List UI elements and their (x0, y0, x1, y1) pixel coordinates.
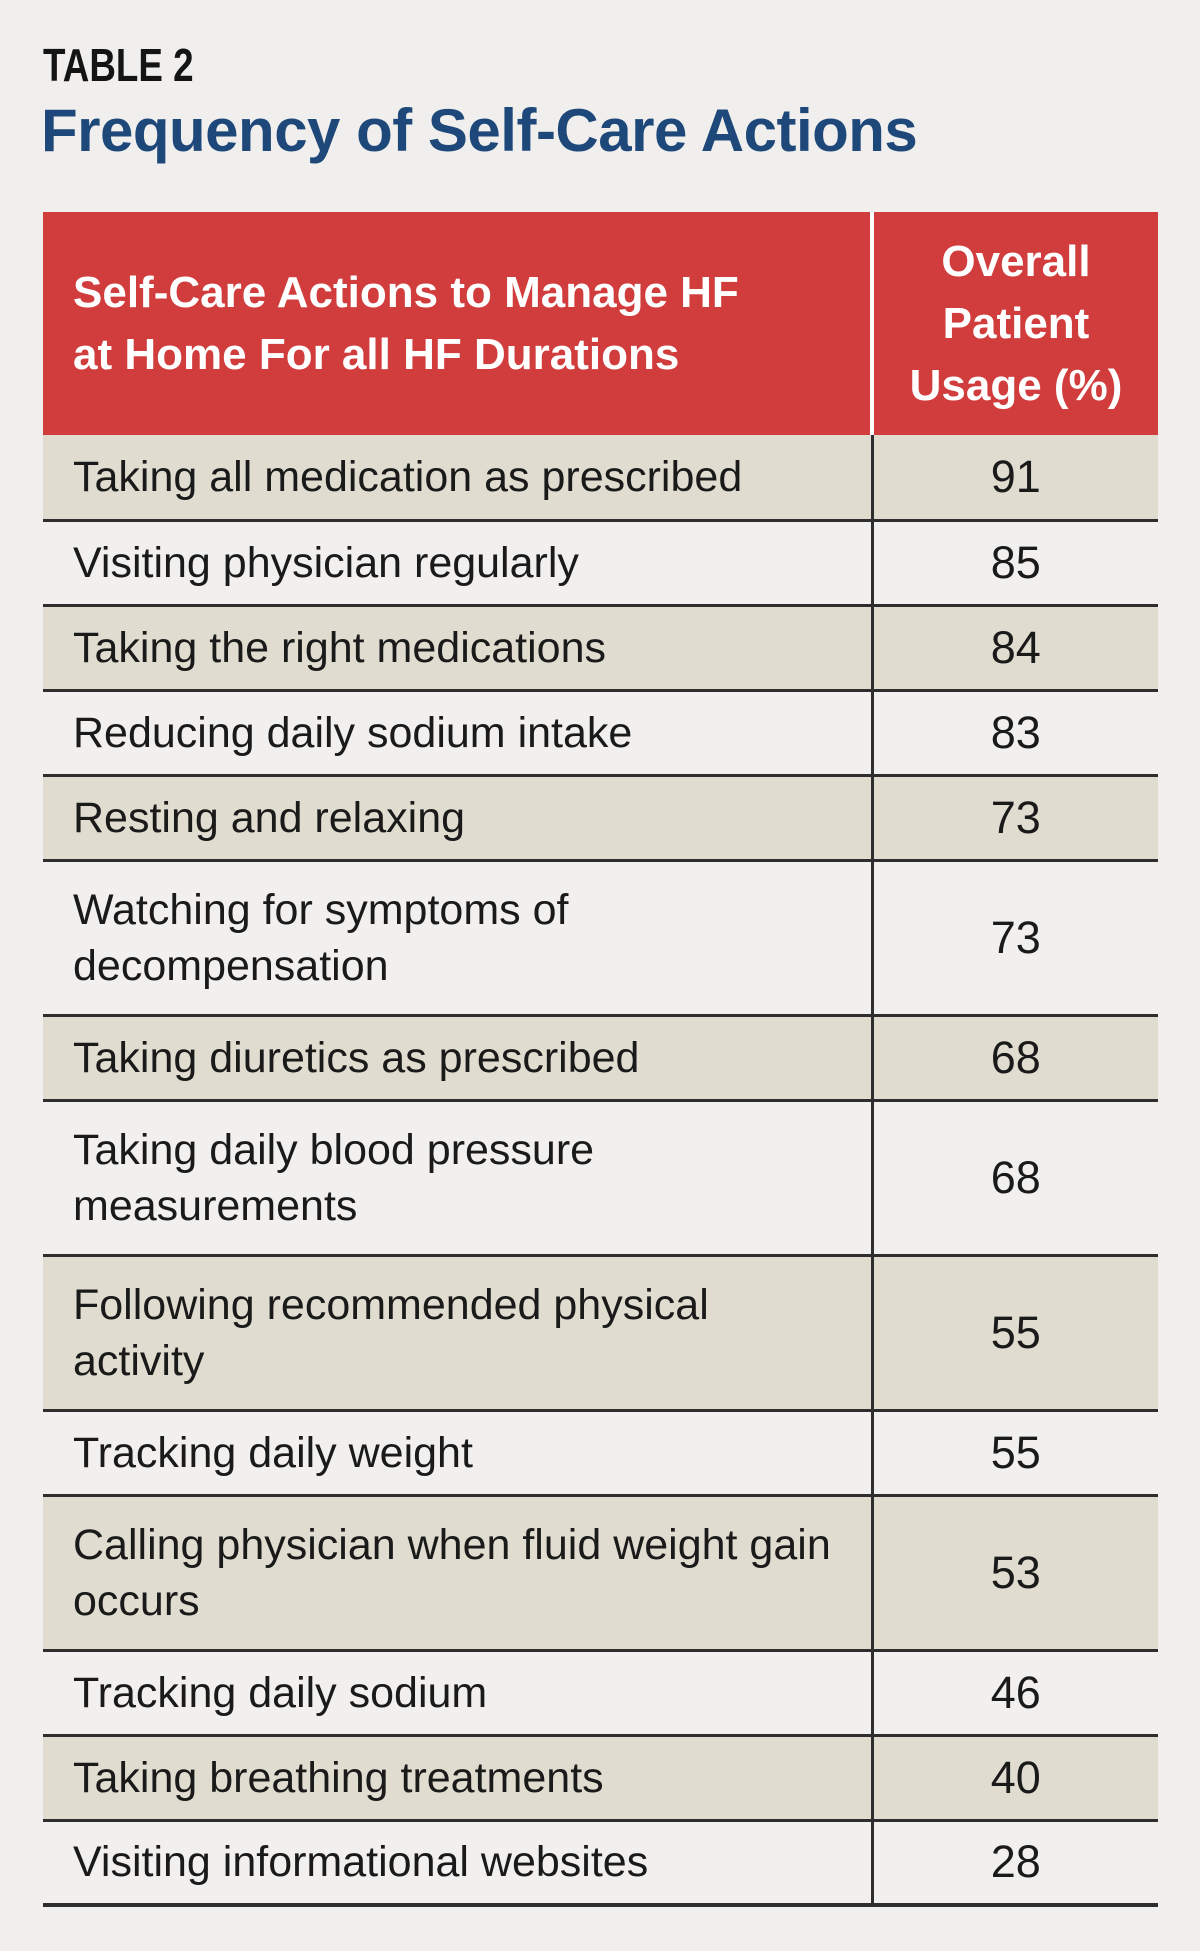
header-usage-line1: Overall (941, 236, 1091, 286)
header-row: Self-Care Actions to Manage HF at Home F… (43, 212, 1158, 435)
action-cell: Taking breathing treatments (43, 1735, 872, 1820)
header-usage-line3: Usage (%) (909, 360, 1123, 410)
table-row: Following recommended physical activity … (43, 1255, 1158, 1410)
usage-cell: 73 (870, 775, 1158, 860)
usage-cell: 55 (870, 1255, 1158, 1410)
action-cell: Taking all medication as prescribed (43, 435, 872, 520)
action-cell: Tracking daily sodium (43, 1650, 872, 1735)
table-body: Taking all medication as prescribed 91 V… (43, 435, 1158, 1905)
header-usage-line2: Patient (942, 298, 1090, 348)
action-cell: Visiting informational websites (43, 1820, 872, 1905)
table-row: Visiting physician regularly 85 (43, 520, 1158, 605)
header-cell-actions: Self-Care Actions to Manage HF at Home F… (43, 212, 872, 435)
table-row: Taking the right medications 84 (43, 605, 1158, 690)
action-cell: Following recommended physical activity (43, 1255, 872, 1410)
header-actions-line2: at Home For all HF Durations (73, 329, 680, 379)
table-row: Reducing daily sodium intake 83 (43, 690, 1158, 775)
header-cell-usage: Overall Patient Usage (%) (870, 212, 1158, 435)
action-cell: Taking diuretics as prescribed (43, 1015, 872, 1100)
action-cell: Taking the right medications (43, 605, 872, 690)
table-row: Taking daily blood pressure measurements… (43, 1100, 1158, 1255)
usage-cell: 84 (870, 605, 1158, 690)
table-row: Tracking daily sodium 46 (43, 1650, 1158, 1735)
table-row: Taking all medication as prescribed 91 (43, 435, 1158, 520)
action-cell: Calling physician when fluid weight gain… (43, 1495, 872, 1650)
table-row: Tracking daily weight 55 (43, 1410, 1158, 1495)
usage-cell: 55 (870, 1410, 1158, 1495)
table-header: Self-Care Actions to Manage HF at Home F… (43, 212, 1158, 435)
action-cell: Reducing daily sodium intake (43, 690, 872, 775)
table-row: Visiting informational websites 28 (43, 1820, 1158, 1905)
usage-cell: 46 (870, 1650, 1158, 1735)
table-number-label: TABLE 2 (43, 39, 194, 91)
table-row: Taking breathing treatments 40 (43, 1735, 1158, 1820)
usage-cell: 40 (870, 1735, 1158, 1820)
action-cell: Tracking daily weight (43, 1410, 872, 1495)
usage-cell: 53 (870, 1495, 1158, 1650)
action-cell: Visiting physician regularly (43, 520, 872, 605)
usage-cell: 83 (870, 690, 1158, 775)
action-cell: Watching for symptoms of decompensation (43, 860, 872, 1015)
page-title: Frequency of Self-Care Actions (41, 97, 918, 164)
table-row: Taking diuretics as prescribed 68 (43, 1015, 1158, 1100)
usage-cell: 68 (870, 1100, 1158, 1255)
table-row: Watching for symptoms of decompensation … (43, 860, 1158, 1015)
table-row: Resting and relaxing 73 (43, 775, 1158, 860)
usage-cell: 68 (870, 1015, 1158, 1100)
header-actions-line1: Self-Care Actions to Manage HF (73, 267, 739, 317)
table-row: Calling physician when fluid weight gain… (43, 1495, 1158, 1650)
action-cell: Resting and relaxing (43, 775, 872, 860)
usage-cell: 73 (870, 860, 1158, 1015)
usage-cell: 91 (870, 435, 1158, 520)
usage-cell: 28 (870, 1820, 1158, 1905)
usage-cell: 85 (870, 520, 1158, 605)
self-care-frequency-table: Self-Care Actions to Manage HF at Home F… (43, 212, 1158, 1907)
action-cell: Taking daily blood pressure measurements (43, 1100, 872, 1255)
